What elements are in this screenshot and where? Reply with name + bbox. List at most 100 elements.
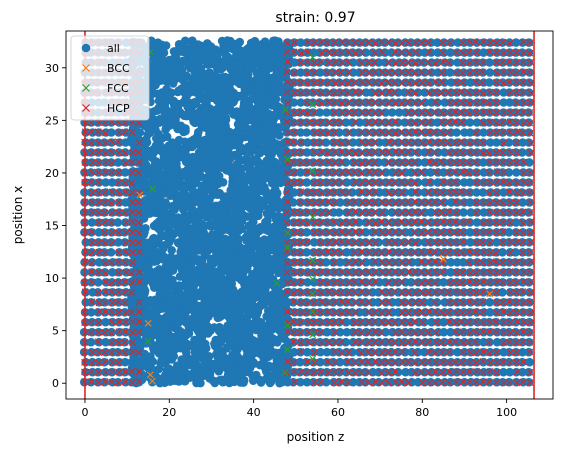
all-point: [189, 224, 198, 234]
all-point: [150, 330, 159, 340]
all-point: [170, 165, 180, 174]
all-point: [315, 327, 324, 337]
all-point: [341, 158, 351, 167]
all-point: [101, 337, 110, 347]
all-point: [212, 52, 222, 62]
all-point: [188, 186, 197, 195]
all-point: [158, 336, 167, 346]
all-point: [144, 199, 154, 208]
all-point: [315, 218, 324, 227]
all-point: [253, 111, 262, 121]
all-point: [113, 347, 123, 357]
all-point: [174, 135, 184, 145]
all-point: [191, 98, 201, 108]
all-point: [145, 356, 155, 366]
all-point: [185, 300, 194, 309]
all-point: [173, 317, 182, 326]
all-point: [94, 258, 104, 267]
all-point: [101, 347, 110, 357]
all-point: [199, 322, 208, 332]
all-point: [198, 285, 207, 295]
all-point: [199, 360, 209, 369]
all-point: [204, 164, 214, 174]
all-point: [145, 209, 154, 218]
all-point: [248, 371, 257, 381]
all-point: [264, 361, 274, 371]
all-point: [254, 148, 263, 157]
all-point: [183, 214, 193, 223]
all-point: [195, 170, 205, 179]
all-point: [263, 58, 272, 68]
all-point: [194, 246, 203, 255]
all-point: [120, 357, 130, 367]
all-point: [161, 261, 171, 271]
all-point: [233, 239, 242, 248]
all-point: [151, 141, 161, 150]
all-point: [252, 41, 262, 51]
all-point: [237, 288, 246, 298]
all-point: [87, 218, 97, 227]
all-point: [108, 268, 117, 277]
all-point: [159, 146, 168, 155]
all-point: [230, 255, 239, 264]
all-point: [216, 163, 226, 172]
all-point: [242, 116, 251, 126]
all-point: [478, 188, 488, 197]
all-point: [170, 344, 179, 354]
all-point: [180, 315, 190, 325]
all-point: [269, 237, 279, 246]
all-point: [169, 332, 179, 342]
all-point: [86, 148, 96, 157]
all-point: [159, 373, 169, 382]
all-point: [188, 239, 197, 248]
all-point: [166, 252, 176, 262]
all-point: [235, 135, 244, 144]
all-point: [197, 55, 207, 64]
all-point: [101, 317, 110, 327]
all-point: [148, 377, 157, 387]
all-point: [232, 107, 242, 116]
all-point: [222, 214, 231, 223]
all-point: [237, 184, 247, 194]
all-point: [146, 126, 156, 136]
all-point: [222, 376, 231, 386]
all-point: [107, 128, 116, 137]
all-point: [452, 128, 462, 137]
all-point: [159, 48, 169, 58]
all-point: [210, 378, 220, 388]
all-point: [225, 243, 234, 252]
all-point: [217, 330, 226, 340]
all-point: [244, 330, 254, 339]
all-point: [255, 360, 265, 370]
all-point: [433, 88, 442, 97]
all-point: [498, 248, 507, 257]
all-point: [271, 291, 280, 301]
all-point: [202, 212, 211, 222]
all-point: [205, 196, 214, 206]
all-point: [248, 216, 258, 226]
all-point: [181, 279, 191, 289]
all-point: [216, 114, 225, 123]
all-point: [261, 221, 271, 231]
all-point: [162, 123, 171, 132]
all-point: [196, 230, 206, 240]
all-point: [149, 345, 159, 355]
all-point: [184, 153, 193, 163]
all-point: [139, 292, 148, 301]
all-point: [162, 88, 171, 98]
all-point: [206, 222, 216, 231]
all-point: [86, 188, 96, 197]
all-point: [218, 295, 227, 304]
all-point: [172, 148, 181, 158]
all-point: [231, 60, 241, 69]
all-point: [194, 217, 204, 227]
all-point: [215, 178, 224, 187]
all-point: [213, 273, 222, 282]
all-point: [170, 205, 179, 214]
all-point: [106, 248, 116, 257]
all-point: [152, 311, 161, 321]
all-point: [196, 205, 206, 214]
all-point: [270, 265, 280, 274]
all-point: [270, 224, 280, 233]
all-point: [315, 58, 324, 67]
